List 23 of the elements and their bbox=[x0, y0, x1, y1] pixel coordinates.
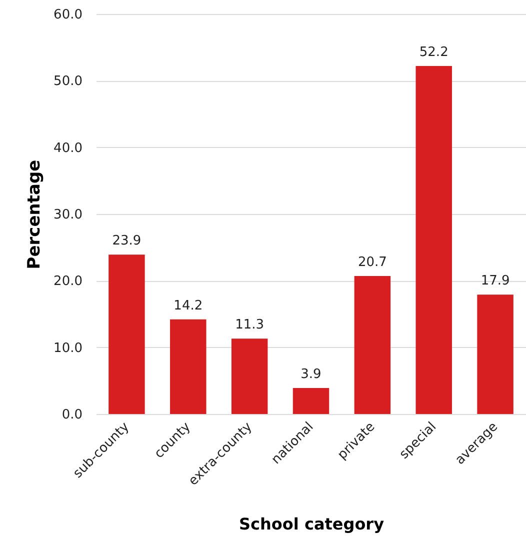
data-label: 23.9 bbox=[112, 234, 142, 249]
bar bbox=[108, 254, 145, 414]
y-tick-label: 40.0 bbox=[54, 140, 82, 156]
y-tick-label: 0.0 bbox=[62, 408, 82, 422]
bar bbox=[416, 66, 452, 414]
bar bbox=[477, 294, 514, 414]
data-label: 14.2 bbox=[174, 298, 203, 314]
data-label: 3.9 bbox=[300, 367, 322, 382]
data-label: 20.7 bbox=[358, 255, 387, 270]
y-tick-label: 30.0 bbox=[54, 208, 82, 222]
bar bbox=[231, 338, 268, 414]
bar bbox=[170, 319, 206, 414]
data-label: 52.2 bbox=[419, 45, 448, 60]
y-tick-label: 20.0 bbox=[54, 274, 82, 290]
y-tick-label: 60.0 bbox=[54, 8, 82, 22]
y-tick-label: 10.0 bbox=[54, 340, 82, 356]
bar bbox=[354, 276, 391, 414]
x-axis-title: School category bbox=[239, 514, 385, 534]
bar bbox=[292, 388, 330, 414]
y-tick-label: 50.0 bbox=[54, 74, 82, 90]
data-label: 17.9 bbox=[480, 274, 510, 289]
y-axis-title: Percentage bbox=[24, 160, 45, 270]
data-label: 11.3 bbox=[235, 318, 264, 333]
